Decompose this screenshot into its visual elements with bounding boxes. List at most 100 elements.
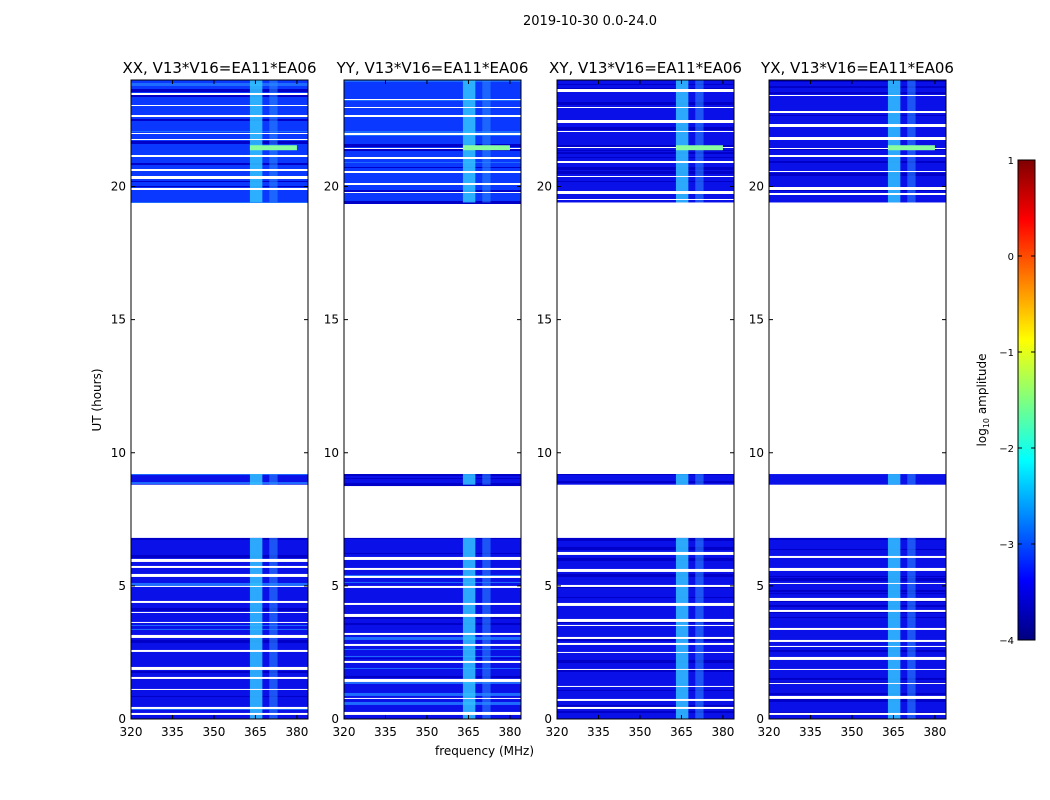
stripe	[131, 141, 308, 144]
flag-gap	[131, 176, 308, 179]
flag-gap	[344, 556, 521, 560]
flag-gap	[344, 575, 521, 578]
x-tick-label: 380	[285, 725, 308, 739]
stripe	[769, 677, 946, 680]
stripe	[344, 657, 521, 659]
rfi-hotspot	[675, 145, 723, 151]
stripe	[344, 478, 521, 480]
stripe	[557, 181, 734, 182]
stripe	[344, 474, 521, 477]
data-block	[131, 537, 308, 719]
x-tick-label: 365	[882, 725, 905, 739]
flag-gap	[131, 565, 308, 568]
stripe	[769, 711, 946, 713]
flag-gap	[344, 711, 521, 715]
rfi-band	[269, 474, 278, 485]
flag-gap	[131, 93, 308, 95]
stripe	[131, 119, 308, 121]
rfi-band	[695, 80, 704, 203]
y-tick-label: 20	[537, 180, 552, 194]
stripe	[344, 190, 521, 192]
flag-gap	[344, 157, 521, 159]
stripe	[131, 89, 308, 92]
rfi-band	[675, 474, 689, 485]
stripe	[344, 675, 521, 678]
stripe	[557, 596, 734, 598]
x-tick-label: 365	[244, 725, 267, 739]
flag-gap	[131, 600, 308, 603]
stripe	[769, 589, 946, 592]
stripe	[557, 171, 734, 174]
stripe	[344, 681, 521, 684]
rfi-hotspot	[249, 145, 297, 151]
flag-gap	[769, 187, 946, 190]
flag-gap	[344, 115, 521, 117]
colorbar-tick-label: −4	[999, 636, 1014, 647]
heatmap-data	[769, 80, 946, 719]
flag-gap	[557, 624, 734, 626]
flag-gap	[131, 133, 308, 134]
stripe	[557, 157, 734, 158]
rfi-band	[887, 474, 901, 485]
flag-gap	[131, 188, 308, 190]
flag-gap	[557, 642, 734, 645]
stripe	[769, 592, 946, 594]
data-block	[557, 537, 734, 719]
stripe	[131, 670, 308, 673]
stripe	[557, 710, 734, 713]
flag-gap	[769, 193, 946, 195]
y-tick-label: 15	[324, 313, 339, 327]
flag-gap	[131, 634, 308, 638]
colorbar-tick-label: 0	[1008, 252, 1014, 263]
rfi-band	[907, 474, 916, 485]
flag-gap	[769, 645, 946, 647]
flag-gap	[344, 567, 521, 570]
flag-gap	[557, 706, 734, 709]
stripe	[769, 577, 946, 581]
colorbar-tick-label: −2	[999, 444, 1014, 455]
x-tick-label: 320	[546, 725, 569, 739]
y-tick-label: 15	[537, 313, 552, 327]
stripe	[131, 695, 308, 697]
panel-title: XX, V13*V16=EA11*EA06	[122, 59, 316, 77]
flag-gap	[344, 148, 521, 149]
y-tick-label: 0	[331, 712, 339, 726]
rfi-band	[695, 474, 704, 485]
stripe	[131, 624, 308, 626]
flag-gap	[344, 99, 521, 100]
flag-gap	[557, 199, 734, 200]
rfi-band	[462, 537, 476, 719]
x-tick-label: 365	[670, 725, 693, 739]
stripe	[769, 86, 946, 88]
rfi-hotspot	[887, 145, 935, 151]
flag-gap	[344, 107, 521, 108]
flag-gap	[769, 656, 946, 660]
y-tick-label: 5	[544, 579, 552, 593]
panels-group: XX, V13*V16=EA11*EA06 320 335 350 365 380 0 5 10…	[90, 59, 954, 758]
colorbar-label-suffix: amplitude	[975, 354, 989, 418]
data-block	[557, 474, 734, 485]
flag-gap	[769, 682, 946, 684]
stripe	[557, 546, 734, 550]
flag-gap	[344, 660, 521, 663]
panel-3: YX, V13*V16=EA11*EA06 320 335 350 365 380 0 5 10…	[749, 59, 954, 739]
x-tick-label: 320	[120, 725, 143, 739]
flag-gap	[769, 597, 946, 601]
flag-gap	[557, 107, 734, 108]
stripe	[344, 80, 521, 82]
stripe	[769, 649, 946, 652]
panel-1: YY, V13*V16=EA11*EA06 320 335 350 365 380 0 5 10…	[324, 59, 534, 758]
flag-gap	[557, 176, 734, 177]
flag-gap	[344, 632, 521, 635]
colorbar-strip	[1017, 159, 1036, 641]
flag-gap	[769, 582, 946, 584]
x-tick-label: 335	[161, 725, 184, 739]
colorbar-label-prefix: log	[975, 428, 989, 446]
flag-gap	[344, 613, 521, 617]
stripe	[131, 181, 308, 182]
stripe	[131, 607, 308, 611]
flag-gap	[131, 105, 308, 106]
figure-title: 2019-10-30 0.0-24.0	[523, 14, 657, 29]
rfi-band	[249, 537, 263, 719]
flag-gap	[344, 183, 521, 185]
